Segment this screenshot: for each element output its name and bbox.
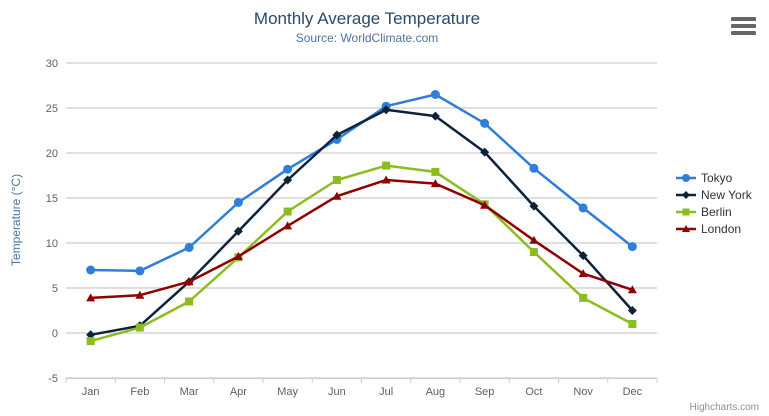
x-tick-label: Oct (525, 386, 542, 398)
gridlines: -5 0 5 10 15 20 25 30 (46, 58, 657, 385)
chart-title: Monthly Average Temperature (253, 9, 481, 28)
diamond-marker[interactable] (682, 190, 690, 199)
y-tick-label: 0 (52, 328, 58, 340)
square-marker[interactable] (185, 297, 194, 306)
hamburger-icon (731, 17, 756, 21)
x-tick-label: Sep (475, 386, 495, 398)
circle-marker[interactable] (233, 198, 243, 207)
square-marker[interactable] (283, 207, 292, 216)
series-line-berlin[interactable] (89, 164, 634, 343)
triangle-marker[interactable] (86, 293, 96, 302)
square-marker[interactable] (135, 323, 144, 332)
square-marker[interactable] (529, 248, 538, 256)
circle-marker[interactable] (135, 266, 145, 276)
circle-marker[interactable] (578, 203, 588, 213)
series-line-london[interactable] (89, 178, 634, 300)
square-marker[interactable] (382, 161, 391, 170)
legend-label: Tokyo (701, 170, 733, 185)
y-tick-label: 30 (46, 58, 58, 70)
series-london (86, 175, 637, 302)
x-axis: Jan Feb Mar Apr May Jun Jul Aug Sep Oct Nov Dec (65, 378, 658, 398)
square-marker[interactable] (86, 337, 95, 346)
y-axis-title: Temperature (°C) (9, 173, 23, 267)
circle-marker[interactable] (480, 118, 490, 128)
legend: Tokyo New York Berlin London (676, 169, 752, 237)
x-tick-label: Dec (623, 386, 643, 398)
diamond-marker[interactable] (430, 111, 440, 121)
diamond-marker[interactable] (283, 175, 293, 185)
hamburger-icon (731, 31, 756, 35)
diamond-marker[interactable] (578, 251, 588, 261)
legend-label: London (701, 221, 742, 236)
circle-marker[interactable] (682, 173, 690, 182)
square-marker[interactable] (332, 176, 341, 184)
context-menu-button[interactable] (729, 15, 758, 37)
legend-item-berlin[interactable]: Berlin (676, 203, 752, 220)
y-tick-label: 25 (46, 103, 58, 115)
x-tick-label: Jul (379, 386, 393, 398)
triangle-marker[interactable] (430, 179, 440, 188)
series-tokyo (86, 90, 637, 276)
square-marker[interactable] (431, 167, 440, 176)
triangle-marker[interactable] (332, 191, 342, 200)
y-tick-label: 10 (46, 238, 58, 250)
diamond-marker[interactable] (381, 105, 391, 115)
circle-marker[interactable] (184, 243, 194, 252)
hamburger-icon (731, 24, 756, 28)
legend-label: Berlin (701, 204, 732, 219)
square-legend-icon (676, 208, 696, 215)
x-tick-label: Jan (82, 386, 100, 398)
circle-marker[interactable] (430, 90, 440, 99)
square-marker[interactable] (628, 320, 637, 328)
series-new-york (86, 105, 637, 340)
triangle-marker[interactable] (627, 285, 637, 294)
circle-marker[interactable] (283, 164, 293, 174)
square-marker[interactable] (579, 293, 588, 302)
chart-subtitle: Source: WorldClimate.com (295, 31, 439, 45)
credits-link[interactable]: Highcharts.com (689, 402, 759, 413)
circle-marker[interactable] (627, 242, 637, 252)
circle-legend-icon (676, 173, 696, 182)
x-tick-label: May (277, 386, 298, 398)
legend-item-tokyo[interactable]: Tokyo (676, 169, 752, 186)
diamond-marker[interactable] (86, 330, 96, 340)
y-tick-label: 20 (46, 148, 58, 160)
diamond-marker[interactable] (332, 130, 342, 140)
x-tick-label: Jun (328, 386, 346, 398)
diamond-legend-icon (676, 190, 696, 199)
x-tick-label: Nov (573, 386, 593, 398)
triangle-marker[interactable] (381, 175, 391, 184)
y-tick-label: 15 (46, 193, 58, 205)
x-tick-label: Aug (426, 386, 446, 398)
diamond-marker[interactable] (480, 147, 490, 157)
triangle-marker[interactable] (135, 290, 145, 299)
legend-label: New York (701, 187, 752, 202)
triangle-marker[interactable] (529, 235, 539, 244)
y-tick-label: -5 (48, 373, 58, 385)
legend-item-new-york[interactable]: New York (676, 186, 752, 203)
x-tick-label: Apr (230, 386, 247, 398)
circle-marker[interactable] (86, 265, 96, 275)
triangle-marker[interactable] (480, 200, 490, 209)
series-line-tokyo[interactable] (89, 93, 634, 273)
triangle-marker[interactable] (682, 224, 690, 232)
triangle-legend-icon (676, 224, 696, 232)
series-line-new-york[interactable] (89, 108, 634, 337)
triangle-marker[interactable] (233, 252, 243, 260)
circle-marker[interactable] (529, 163, 539, 173)
diamond-marker[interactable] (529, 201, 539, 211)
y-tick-label: 5 (52, 283, 58, 295)
diamond-marker[interactable] (233, 226, 243, 236)
square-marker[interactable] (682, 208, 690, 215)
triangle-marker[interactable] (578, 269, 588, 278)
diamond-marker[interactable] (627, 306, 637, 315)
triangle-marker[interactable] (184, 277, 194, 286)
x-tick-label: Mar (180, 386, 199, 398)
triangle-marker[interactable] (283, 221, 293, 230)
x-tick-label: Feb (130, 386, 149, 398)
legend-item-london[interactable]: London (676, 220, 752, 237)
